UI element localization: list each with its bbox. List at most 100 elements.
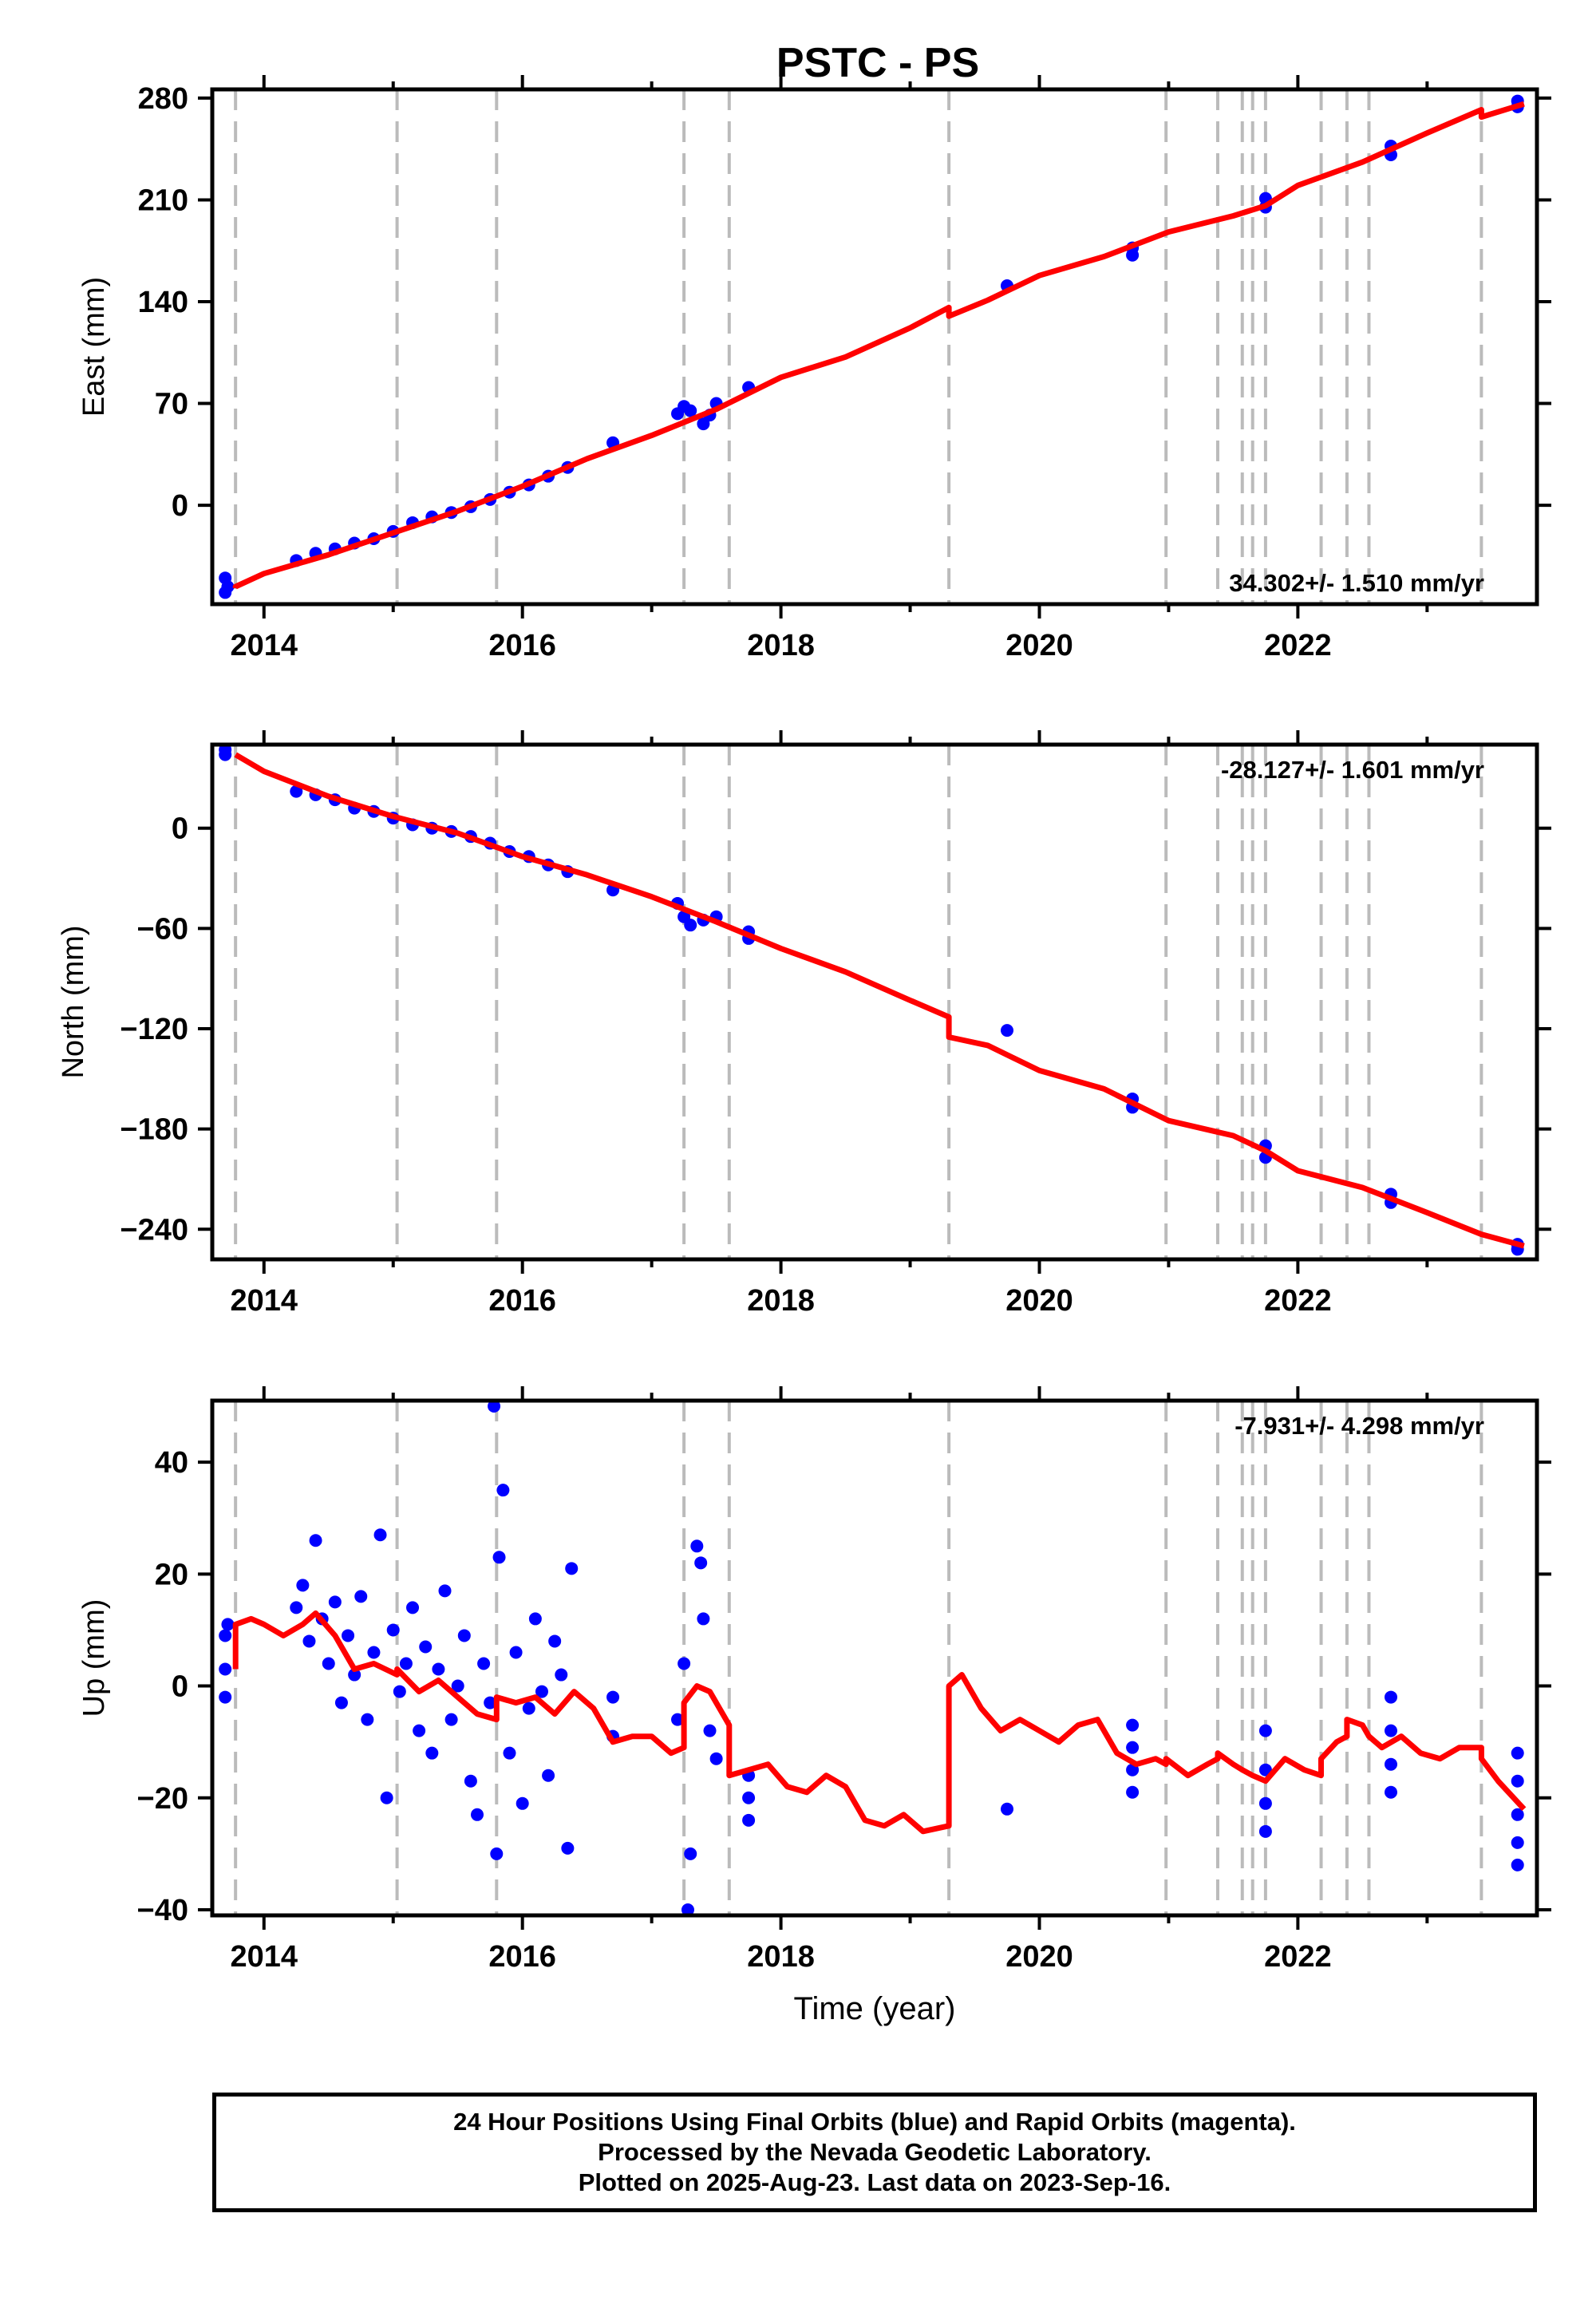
up-point-64 <box>1001 1802 1013 1816</box>
east-ytick-label-0: 0 <box>172 489 188 523</box>
up-frame <box>210 1398 1539 1918</box>
east-point-21 <box>684 404 697 417</box>
up-point-38 <box>496 1484 510 1497</box>
up-point-55 <box>684 1847 697 1860</box>
up-point-53 <box>678 1657 691 1670</box>
up-point-68 <box>1126 1785 1140 1799</box>
up-point-65 <box>1126 1718 1140 1732</box>
north-xtick-label-2020: 2020 <box>1005 1284 1073 1318</box>
up-point-34 <box>484 1696 497 1709</box>
east-ytick-label-2: 140 <box>138 286 188 319</box>
up-point-1 <box>219 1662 232 1676</box>
up-ytick-label-3: 20 <box>155 1558 188 1591</box>
east-xtick-label-2018: 2018 <box>747 629 815 662</box>
up-point-3 <box>221 1618 235 1631</box>
up-panel: −40 −20 0 20 40 2014 2016 2018 2020 2022 Up (mm) -7… <box>77 1386 1551 2026</box>
up-xtick-label-2020: 2020 <box>1005 1940 1073 1974</box>
up-model-line <box>232 1610 1527 1835</box>
up-point-18 <box>380 1791 393 1804</box>
up-point-33 <box>477 1657 491 1670</box>
north-xtick-label-2018: 2018 <box>747 1284 815 1318</box>
up-point-71 <box>1258 1796 1272 1810</box>
up-point-20 <box>393 1685 406 1698</box>
up-point-81 <box>1511 1858 1524 1871</box>
east-ytick-label-3: 210 <box>138 184 188 217</box>
north-frame <box>210 742 1539 1262</box>
north-ytick-label-2: −120 <box>120 1013 188 1046</box>
up-point-23 <box>413 1724 426 1737</box>
east-model-line <box>232 101 1525 590</box>
up-point-42 <box>522 1701 535 1715</box>
up-point-40 <box>509 1646 523 1659</box>
north-ytick-label-0: −240 <box>120 1213 188 1247</box>
up-point-35 <box>488 1400 501 1413</box>
up-ytick-label-1: −20 <box>137 1782 188 1816</box>
up-point-7 <box>309 1534 322 1547</box>
up-point-46 <box>548 1634 562 1648</box>
east-rate-label: 34.302+/- 1.510 mm/yr <box>1229 569 1484 597</box>
up-point-21 <box>399 1657 413 1670</box>
up-point-45 <box>542 1769 555 1782</box>
north-point-20 <box>684 919 697 932</box>
east-point-22 <box>697 417 710 431</box>
north-xtick-label-2022: 2022 <box>1264 1284 1332 1318</box>
up-point-70 <box>1258 1763 1272 1777</box>
north-model-line <box>234 752 1525 1249</box>
east-ylabel: East (mm) <box>77 277 111 417</box>
up-point-12 <box>342 1629 355 1642</box>
up-point-26 <box>432 1662 445 1676</box>
north-ytick-label-1: −180 <box>120 1113 188 1147</box>
up-point-11 <box>334 1696 348 1709</box>
up-point-32 <box>471 1808 484 1821</box>
up-point-73 <box>1384 1690 1397 1704</box>
footer-line-1: 24 Hour Positions Using Final Orbits (bl… <box>453 2108 1296 2136</box>
up-point-31 <box>464 1774 477 1788</box>
up-point-57 <box>694 1556 708 1570</box>
east-panel: 0 70 140 210 280 2014 2016 2018 2020 2022 East (mm… <box>77 75 1551 662</box>
up-xtick-label-2022: 2022 <box>1264 1940 1332 1974</box>
up-xtick-label-2018: 2018 <box>747 1940 815 1974</box>
footer-box: 24 Hour Positions Using Final Orbits (bl… <box>212 2093 1537 2212</box>
up-point-9 <box>322 1657 335 1670</box>
up-point-79 <box>1511 1808 1524 1821</box>
up-point-72 <box>1258 1824 1272 1838</box>
north-point-2 <box>290 785 303 798</box>
up-point-75 <box>1384 1757 1397 1771</box>
up-point-16 <box>367 1646 381 1659</box>
north-point-1 <box>219 748 232 761</box>
up-xlabel: Time (year) <box>794 1991 956 2026</box>
up-point-74 <box>1384 1724 1397 1737</box>
east-xtick-label-2014: 2014 <box>231 629 298 662</box>
up-point-39 <box>503 1746 516 1760</box>
up-ytick-label-4: 40 <box>155 1446 188 1480</box>
up-point-13 <box>348 1668 361 1682</box>
up-point-28 <box>444 1713 458 1726</box>
up-point-52 <box>671 1713 685 1726</box>
up-point-69 <box>1258 1724 1272 1737</box>
north-ytick-label-4: 0 <box>172 812 188 846</box>
up-point-43 <box>528 1612 542 1626</box>
up-point-24 <box>419 1640 433 1654</box>
up-ytick-label-0: −40 <box>137 1894 188 1927</box>
up-point-17 <box>373 1528 387 1542</box>
east-point-2 <box>221 580 235 594</box>
up-point-62 <box>742 1791 756 1804</box>
up-xtick-label-2014: 2014 <box>231 1940 298 1974</box>
footer-line-3: Plotted on 2025-Aug-23. Last data on 202… <box>578 2168 1171 2196</box>
up-point-48 <box>561 1841 575 1855</box>
up-point-63 <box>742 1813 756 1827</box>
east-frame <box>210 87 1539 607</box>
north-ytick-label-3: −60 <box>137 912 188 946</box>
east-xtick-label-2020: 2020 <box>1005 629 1073 662</box>
up-point-19 <box>386 1623 400 1637</box>
up-point-0 <box>219 1690 232 1704</box>
up-point-58 <box>697 1612 710 1626</box>
north-xtick-label-2016: 2016 <box>488 1284 556 1318</box>
up-ytick-label-2: 0 <box>172 1670 188 1704</box>
north-xtick-label-2014: 2014 <box>231 1284 298 1318</box>
north-panel: −240 −180 −120 −60 0 2014 2016 2018 2020 2022 Nort… <box>57 730 1551 1318</box>
up-point-36 <box>490 1847 504 1860</box>
up-ylabel: Up (mm) <box>77 1599 111 1717</box>
up-xtick-label-2016: 2016 <box>488 1940 556 1974</box>
